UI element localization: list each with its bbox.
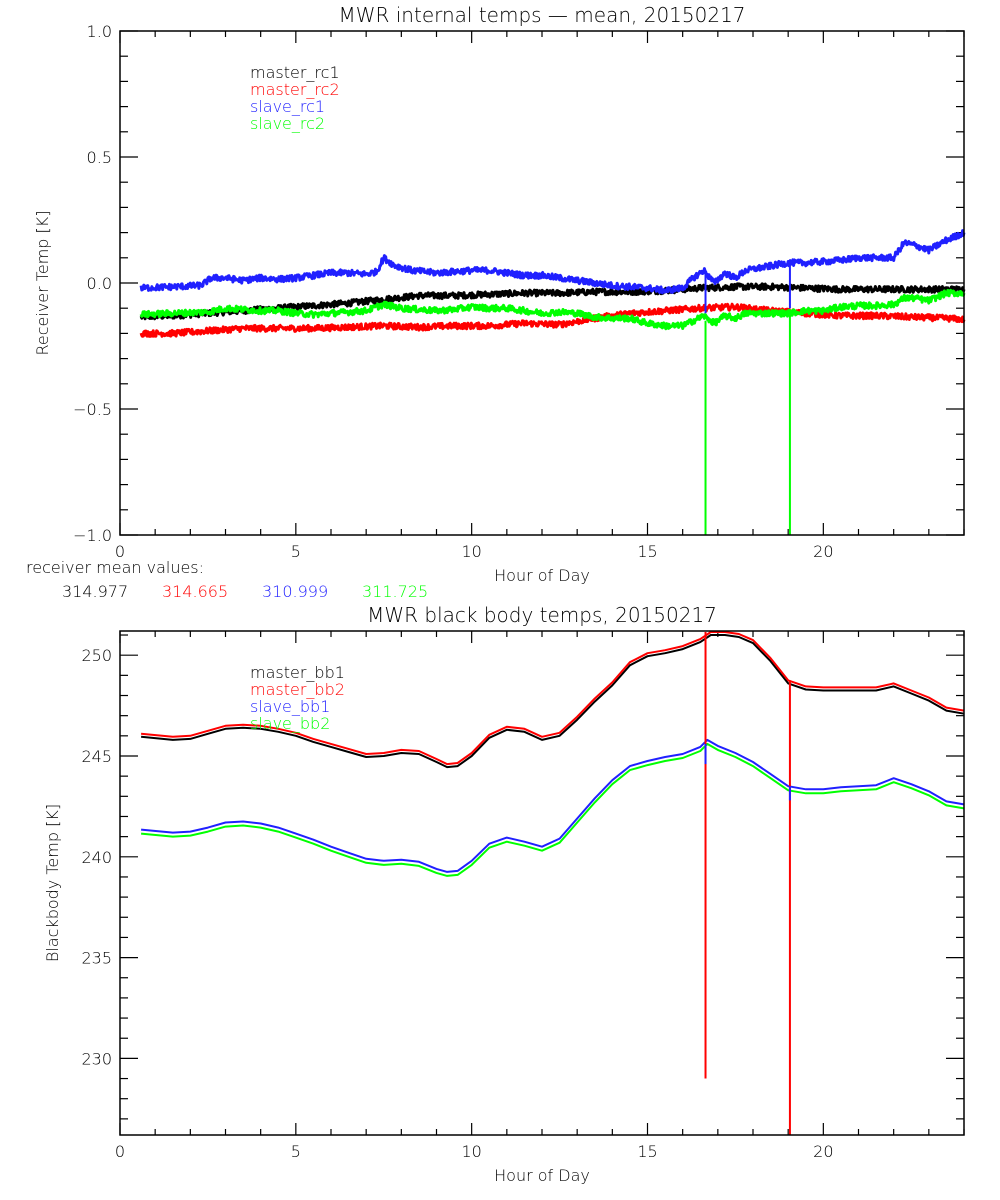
series-line-master-rc1 bbox=[139, 282, 966, 321]
x-axis-label: Hour of Day bbox=[494, 1166, 590, 1185]
receiver-mean-label: receiver mean values: bbox=[26, 558, 204, 577]
series-line-master-bb1 bbox=[141, 634, 965, 769]
receiver-mean-value: 310.999 bbox=[262, 582, 328, 601]
axis-ticks: 0 5 10 15 20 230 235 240 245 250 bbox=[81, 631, 965, 1161]
legend-entry-master-bb2: master_bb2 bbox=[250, 680, 345, 699]
y-tick-label: 235 bbox=[81, 949, 112, 968]
x-tick-label: 0 bbox=[115, 542, 125, 561]
y-tick-label: 1.0 bbox=[87, 22, 112, 41]
series-line-slave-rc1 bbox=[139, 229, 966, 295]
x-tick-label: 10 bbox=[461, 1142, 481, 1161]
y-tick-label: 230 bbox=[81, 1049, 112, 1068]
legend-entry-slave-rc1: slave_rc1 bbox=[250, 97, 325, 116]
receiver-temp-panel: MWR internal temps — mean, 20150217 Rece… bbox=[26, 3, 966, 601]
chart-title: MWR internal temps — mean, 20150217 bbox=[338, 3, 745, 27]
y-tick-label: 0.0 bbox=[87, 274, 112, 293]
x-tick-label: 0 bbox=[115, 1142, 125, 1161]
plot-frame bbox=[119, 30, 965, 536]
plot-frame bbox=[119, 630, 965, 1136]
x-tick-label: 10 bbox=[461, 542, 481, 561]
series-lines bbox=[139, 229, 966, 338]
series-line-slave-bb2 bbox=[141, 742, 965, 877]
x-tick-label: 15 bbox=[637, 1142, 657, 1161]
y-axis-label: Receiver Temp [K] bbox=[33, 210, 52, 355]
x-tick-label: 5 bbox=[291, 542, 301, 561]
series-line-slave-bb1 bbox=[141, 738, 965, 873]
x-tick-label: 15 bbox=[637, 542, 657, 561]
legend-entry-slave-bb1: slave_bb1 bbox=[250, 697, 330, 716]
x-axis-label: Hour of Day bbox=[494, 566, 590, 585]
blackbody-temp-panel: MWR black body temps, 20150217 Blackbody… bbox=[43, 603, 965, 1185]
y-axis-label: Blackbody Temp [K] bbox=[43, 804, 62, 962]
legend-entry-slave-bb2: slave_bb2 bbox=[250, 714, 330, 733]
series-line-master-rc2 bbox=[139, 302, 966, 338]
legend-entry-slave-rc2: slave_rc2 bbox=[250, 114, 325, 133]
series-spikes bbox=[704, 265, 791, 535]
x-tick-label: 5 bbox=[291, 1142, 301, 1161]
y-tick-label: −0.5 bbox=[73, 400, 112, 419]
series-lines bbox=[141, 631, 965, 877]
series-spikes bbox=[704, 632, 791, 1135]
y-tick-label: 0.5 bbox=[87, 148, 112, 167]
series-line-slave-rc2 bbox=[139, 288, 966, 331]
y-tick-label: 245 bbox=[81, 747, 112, 766]
x-tick-label: 20 bbox=[813, 1142, 833, 1161]
receiver-mean-value: 314.977 bbox=[62, 582, 128, 601]
legend-entry-master-rc2: master_rc2 bbox=[250, 80, 340, 99]
y-tick-label: −1.0 bbox=[73, 526, 112, 545]
legend-entry-master-rc1: master_rc1 bbox=[250, 63, 340, 82]
series-line-master-bb2 bbox=[141, 631, 965, 766]
legend-entry-master-bb1: master_bb1 bbox=[250, 663, 345, 682]
receiver-mean-value: 314.665 bbox=[162, 582, 228, 601]
receiver-mean-value: 311.725 bbox=[362, 582, 428, 601]
y-tick-label: 240 bbox=[81, 848, 112, 867]
receiver-mean-values: receiver mean values: 314.977 314.665 31… bbox=[26, 558, 428, 601]
x-tick-label: 20 bbox=[813, 542, 833, 561]
y-tick-label: 250 bbox=[81, 646, 112, 665]
chart-title: MWR black body temps, 20150217 bbox=[367, 603, 717, 627]
